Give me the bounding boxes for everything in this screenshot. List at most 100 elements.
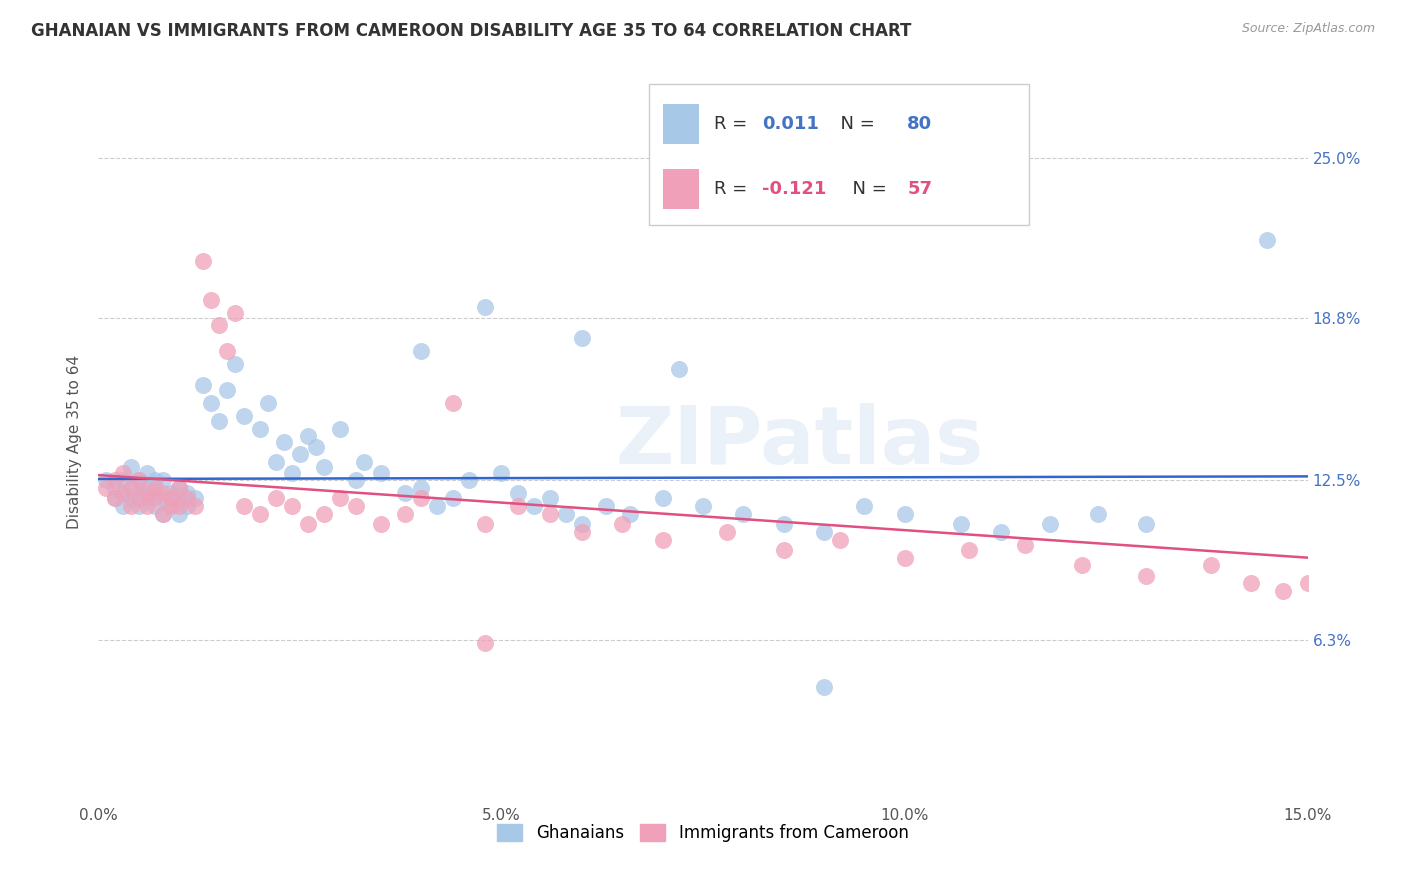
Point — [143, 499, 166, 513]
Point — [344, 499, 367, 513]
Point — [893, 550, 915, 565]
Point — [167, 499, 190, 513]
Point — [249, 422, 271, 436]
Point — [281, 499, 304, 513]
Point — [538, 491, 561, 506]
Y-axis label: Disability Age 35 to 64: Disability Age 35 to 64 — [67, 354, 83, 529]
Text: 57: 57 — [907, 179, 932, 198]
Point — [305, 440, 328, 454]
Point — [692, 499, 714, 513]
Text: ZIPatlas: ZIPatlas — [616, 402, 984, 481]
Point — [733, 507, 755, 521]
Point — [458, 473, 481, 487]
Point — [128, 491, 150, 506]
Point — [135, 481, 157, 495]
Point — [772, 517, 794, 532]
Point — [167, 507, 190, 521]
Point — [273, 434, 295, 449]
Point — [160, 491, 183, 506]
Point — [409, 344, 432, 359]
Point — [344, 473, 367, 487]
Point — [370, 466, 392, 480]
Point — [103, 491, 125, 506]
Point — [506, 486, 529, 500]
Point — [111, 486, 134, 500]
Point — [1087, 507, 1109, 521]
Point — [1256, 233, 1278, 247]
Point — [200, 396, 222, 410]
Point — [813, 524, 835, 539]
Text: -0.121: -0.121 — [762, 179, 827, 198]
Point — [152, 473, 174, 487]
Point — [96, 481, 118, 495]
Point — [314, 460, 336, 475]
Point — [152, 491, 174, 506]
Text: R =: R = — [714, 179, 752, 198]
Point — [160, 486, 183, 500]
Point — [474, 636, 496, 650]
Point — [143, 481, 166, 495]
Point — [426, 499, 449, 513]
Point — [990, 524, 1012, 539]
Point — [176, 486, 198, 500]
Point — [103, 473, 125, 487]
Point — [1135, 568, 1157, 582]
Point — [184, 499, 207, 513]
Point — [957, 542, 980, 557]
Point — [128, 473, 150, 487]
Point — [143, 486, 166, 500]
Point — [1014, 538, 1036, 552]
Point — [128, 499, 150, 513]
Point — [128, 473, 150, 487]
Point — [329, 491, 352, 506]
Text: 80: 80 — [907, 115, 932, 133]
Point — [538, 507, 561, 521]
Point — [474, 301, 496, 315]
Point — [853, 499, 876, 513]
Point — [264, 455, 287, 469]
Text: 0.011: 0.011 — [762, 115, 820, 133]
Point — [571, 524, 593, 539]
Bar — [664, 169, 699, 209]
Text: Source: ZipAtlas.com: Source: ZipAtlas.com — [1241, 22, 1375, 36]
Point — [474, 517, 496, 532]
Point — [506, 499, 529, 513]
Point — [949, 517, 972, 532]
Point — [160, 499, 183, 513]
Point — [555, 507, 578, 521]
Point — [111, 466, 134, 480]
Point — [893, 507, 915, 521]
Point — [120, 499, 142, 513]
Point — [232, 409, 254, 423]
Point — [135, 491, 157, 506]
Point — [208, 414, 231, 428]
Point — [217, 383, 239, 397]
Text: N =: N = — [828, 115, 880, 133]
Point — [394, 486, 416, 500]
Point — [523, 499, 546, 513]
Point — [1070, 558, 1092, 573]
Point — [120, 481, 142, 495]
Point — [651, 533, 673, 547]
Point — [828, 533, 851, 547]
Point — [193, 377, 215, 392]
Point — [96, 473, 118, 487]
Point — [103, 491, 125, 506]
Point — [1240, 576, 1263, 591]
Point — [135, 486, 157, 500]
Point — [152, 486, 174, 500]
Point — [256, 396, 278, 410]
Text: GHANAIAN VS IMMIGRANTS FROM CAMEROON DISABILITY AGE 35 TO 64 CORRELATION CHART: GHANAIAN VS IMMIGRANTS FROM CAMEROON DIS… — [31, 22, 911, 40]
Point — [152, 507, 174, 521]
Point — [160, 499, 183, 513]
Point — [1296, 576, 1319, 591]
Point — [595, 499, 617, 513]
FancyBboxPatch shape — [648, 84, 1029, 225]
Point — [409, 481, 432, 495]
Point — [297, 429, 319, 443]
Point — [120, 481, 142, 495]
Point — [176, 491, 198, 506]
Point — [128, 486, 150, 500]
Point — [409, 491, 432, 506]
Point — [167, 491, 190, 506]
